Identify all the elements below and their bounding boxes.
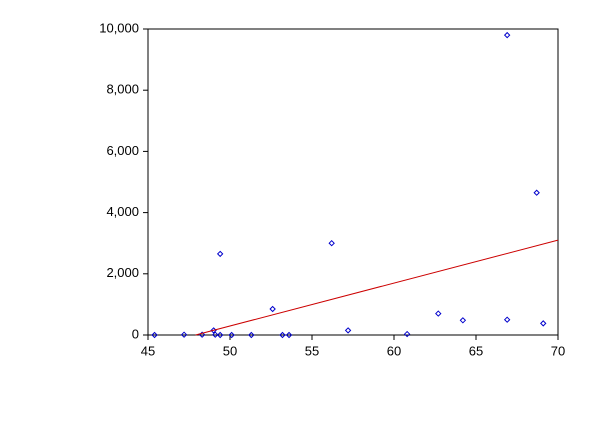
y-tick-label: 2,000	[106, 265, 139, 280]
y-tick-label: 6,000	[106, 143, 139, 158]
x-tick-label: 50	[223, 343, 237, 358]
scatter-point	[503, 31, 511, 39]
scatter-point	[285, 331, 293, 339]
scatter-point	[216, 250, 224, 258]
x-tick-label: 65	[469, 343, 483, 358]
scatter-point	[459, 317, 467, 324]
scatter-point	[269, 305, 276, 313]
scatter-point	[533, 189, 540, 196]
scatter-point	[435, 310, 442, 317]
scatter-point	[503, 316, 511, 323]
scatter-point	[212, 331, 219, 338]
scatter-point	[151, 331, 158, 339]
scatter-point	[228, 331, 235, 339]
y-tick-label: 10,000	[99, 20, 139, 35]
scatter-point	[216, 331, 224, 339]
x-tick-label: 60	[387, 343, 401, 358]
fit-line	[195, 239, 559, 336]
scatter-point	[344, 327, 352, 334]
y-tick-label: 8,000	[106, 82, 139, 97]
y-tick-label: 0	[132, 326, 139, 341]
x-tick-label: 45	[141, 343, 155, 358]
x-tick-label: 55	[305, 343, 319, 358]
scatter-point	[540, 320, 547, 327]
scatter-point	[279, 331, 286, 339]
plot-frame	[147, 28, 559, 336]
y-tick-label: 4,000	[106, 204, 139, 219]
x-tick-label: 70	[551, 343, 565, 358]
scatter-point	[180, 331, 188, 338]
scatter-point	[328, 239, 335, 247]
scatter-point	[248, 331, 255, 339]
scatter-point	[403, 330, 411, 338]
